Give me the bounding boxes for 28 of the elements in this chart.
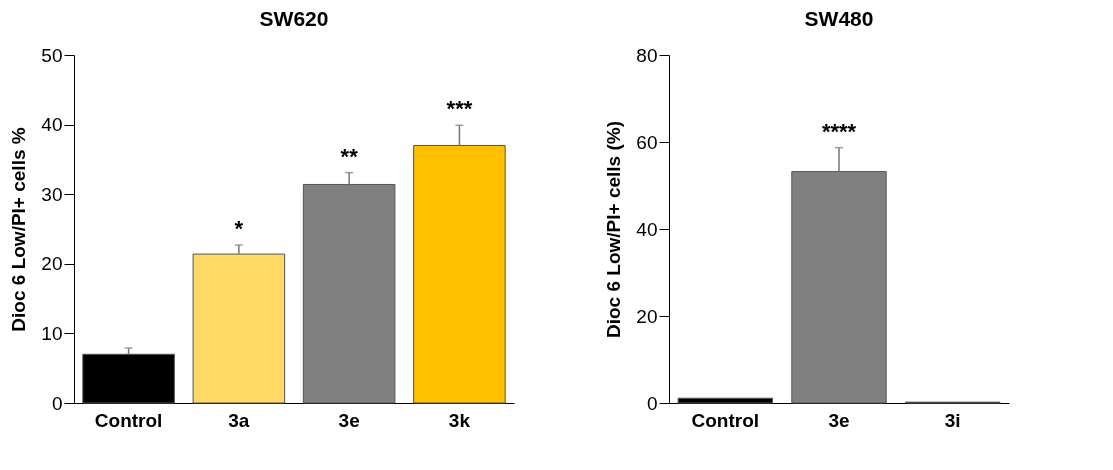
- y-tick-label: 0: [646, 392, 658, 414]
- y-tick-label: 80: [636, 44, 658, 66]
- x-tick-label: 3k: [448, 409, 471, 431]
- y-axis-title: Dioc 6 Low/PI+ cells %: [8, 127, 30, 332]
- y-tick-label: 40: [41, 114, 63, 136]
- y-tick-label: 20: [636, 305, 658, 327]
- annotation: ****: [821, 118, 857, 144]
- x-tick-label: 3i: [944, 409, 961, 431]
- x-tick-label: Control: [94, 409, 163, 431]
- y-tick-label: 60: [636, 131, 658, 153]
- y-tick-label: 30: [41, 183, 63, 205]
- x-tick-label: Control: [691, 409, 760, 431]
- bar: [413, 144, 506, 404]
- x-tick-label: 3e: [828, 409, 850, 431]
- x-tick-label: 3a: [228, 409, 250, 431]
- y-tick-label: 50: [41, 44, 63, 66]
- chart-title: SW480: [804, 7, 874, 30]
- chart-title: SW620: [259, 7, 329, 30]
- y-tick-label: 10: [41, 322, 63, 344]
- x-tick-label: 3e: [338, 409, 360, 431]
- y-tick-label: 40: [636, 218, 658, 240]
- y-tick-label: 0: [51, 392, 63, 414]
- y-tick-label: 20: [41, 253, 63, 275]
- y-axis-title: Dioc 6 Low/PI+ cells (%): [603, 121, 625, 338]
- annotation: *: [234, 216, 244, 242]
- bar: [192, 253, 286, 404]
- annotation: ***: [446, 96, 473, 122]
- annotation: **: [340, 143, 359, 169]
